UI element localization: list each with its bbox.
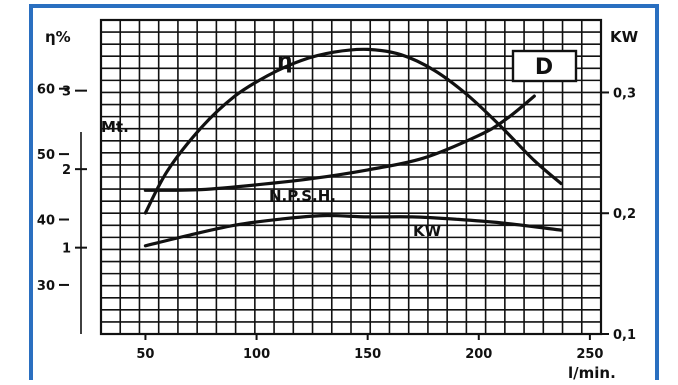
x-axis-label: l/min. (568, 364, 616, 382)
kw-axis-label: KW (610, 28, 639, 46)
chart-frame: 50 100 150 200 250 30 40 50 60 1 2 3 0,1 0,2 0,3 D η% … (29, 4, 659, 382)
x-tick-label: 250 (576, 347, 603, 362)
x-tick-label: 50 (136, 347, 154, 362)
eta-tick-label: 40 (37, 214, 55, 229)
eta-tick-label: 30 (37, 279, 55, 294)
eta-curve-label: η (277, 49, 293, 74)
mt-tick-label: 2 (62, 163, 71, 178)
npsh-curve (143, 94, 536, 192)
plot-border (99, 18, 603, 336)
kw-curve-label: KW (413, 222, 442, 240)
x-tick-label: 150 (354, 347, 381, 362)
x-tick-label: 100 (243, 347, 270, 362)
axis-ticks: 50 100 150 200 250 30 40 50 60 1 2 3 0,1 0,2 0,3 (37, 83, 636, 362)
mt-tick-label: 3 (62, 85, 71, 100)
kw-tick-label: 0,3 (613, 86, 636, 101)
npsh-curve-label: N.P.S.H. (269, 187, 336, 205)
kw-tick-label: 0,1 (613, 328, 636, 343)
mt-tick-label: 1 (62, 242, 71, 257)
kw-curve (143, 213, 563, 248)
eta-tick-label: 50 (37, 148, 55, 163)
panel-box-frame (511, 49, 578, 83)
panel-label: D (535, 55, 553, 80)
x-tick-label: 200 (465, 347, 492, 362)
panel-box: D (511, 49, 578, 83)
mt-axis-label: Mt. (101, 118, 129, 136)
kw-tick-label: 0,2 (613, 207, 636, 222)
eta-axis-label: η% (45, 28, 71, 46)
grid (101, 20, 601, 334)
eta-tick-label: 60 (37, 83, 55, 98)
curves (143, 47, 563, 248)
